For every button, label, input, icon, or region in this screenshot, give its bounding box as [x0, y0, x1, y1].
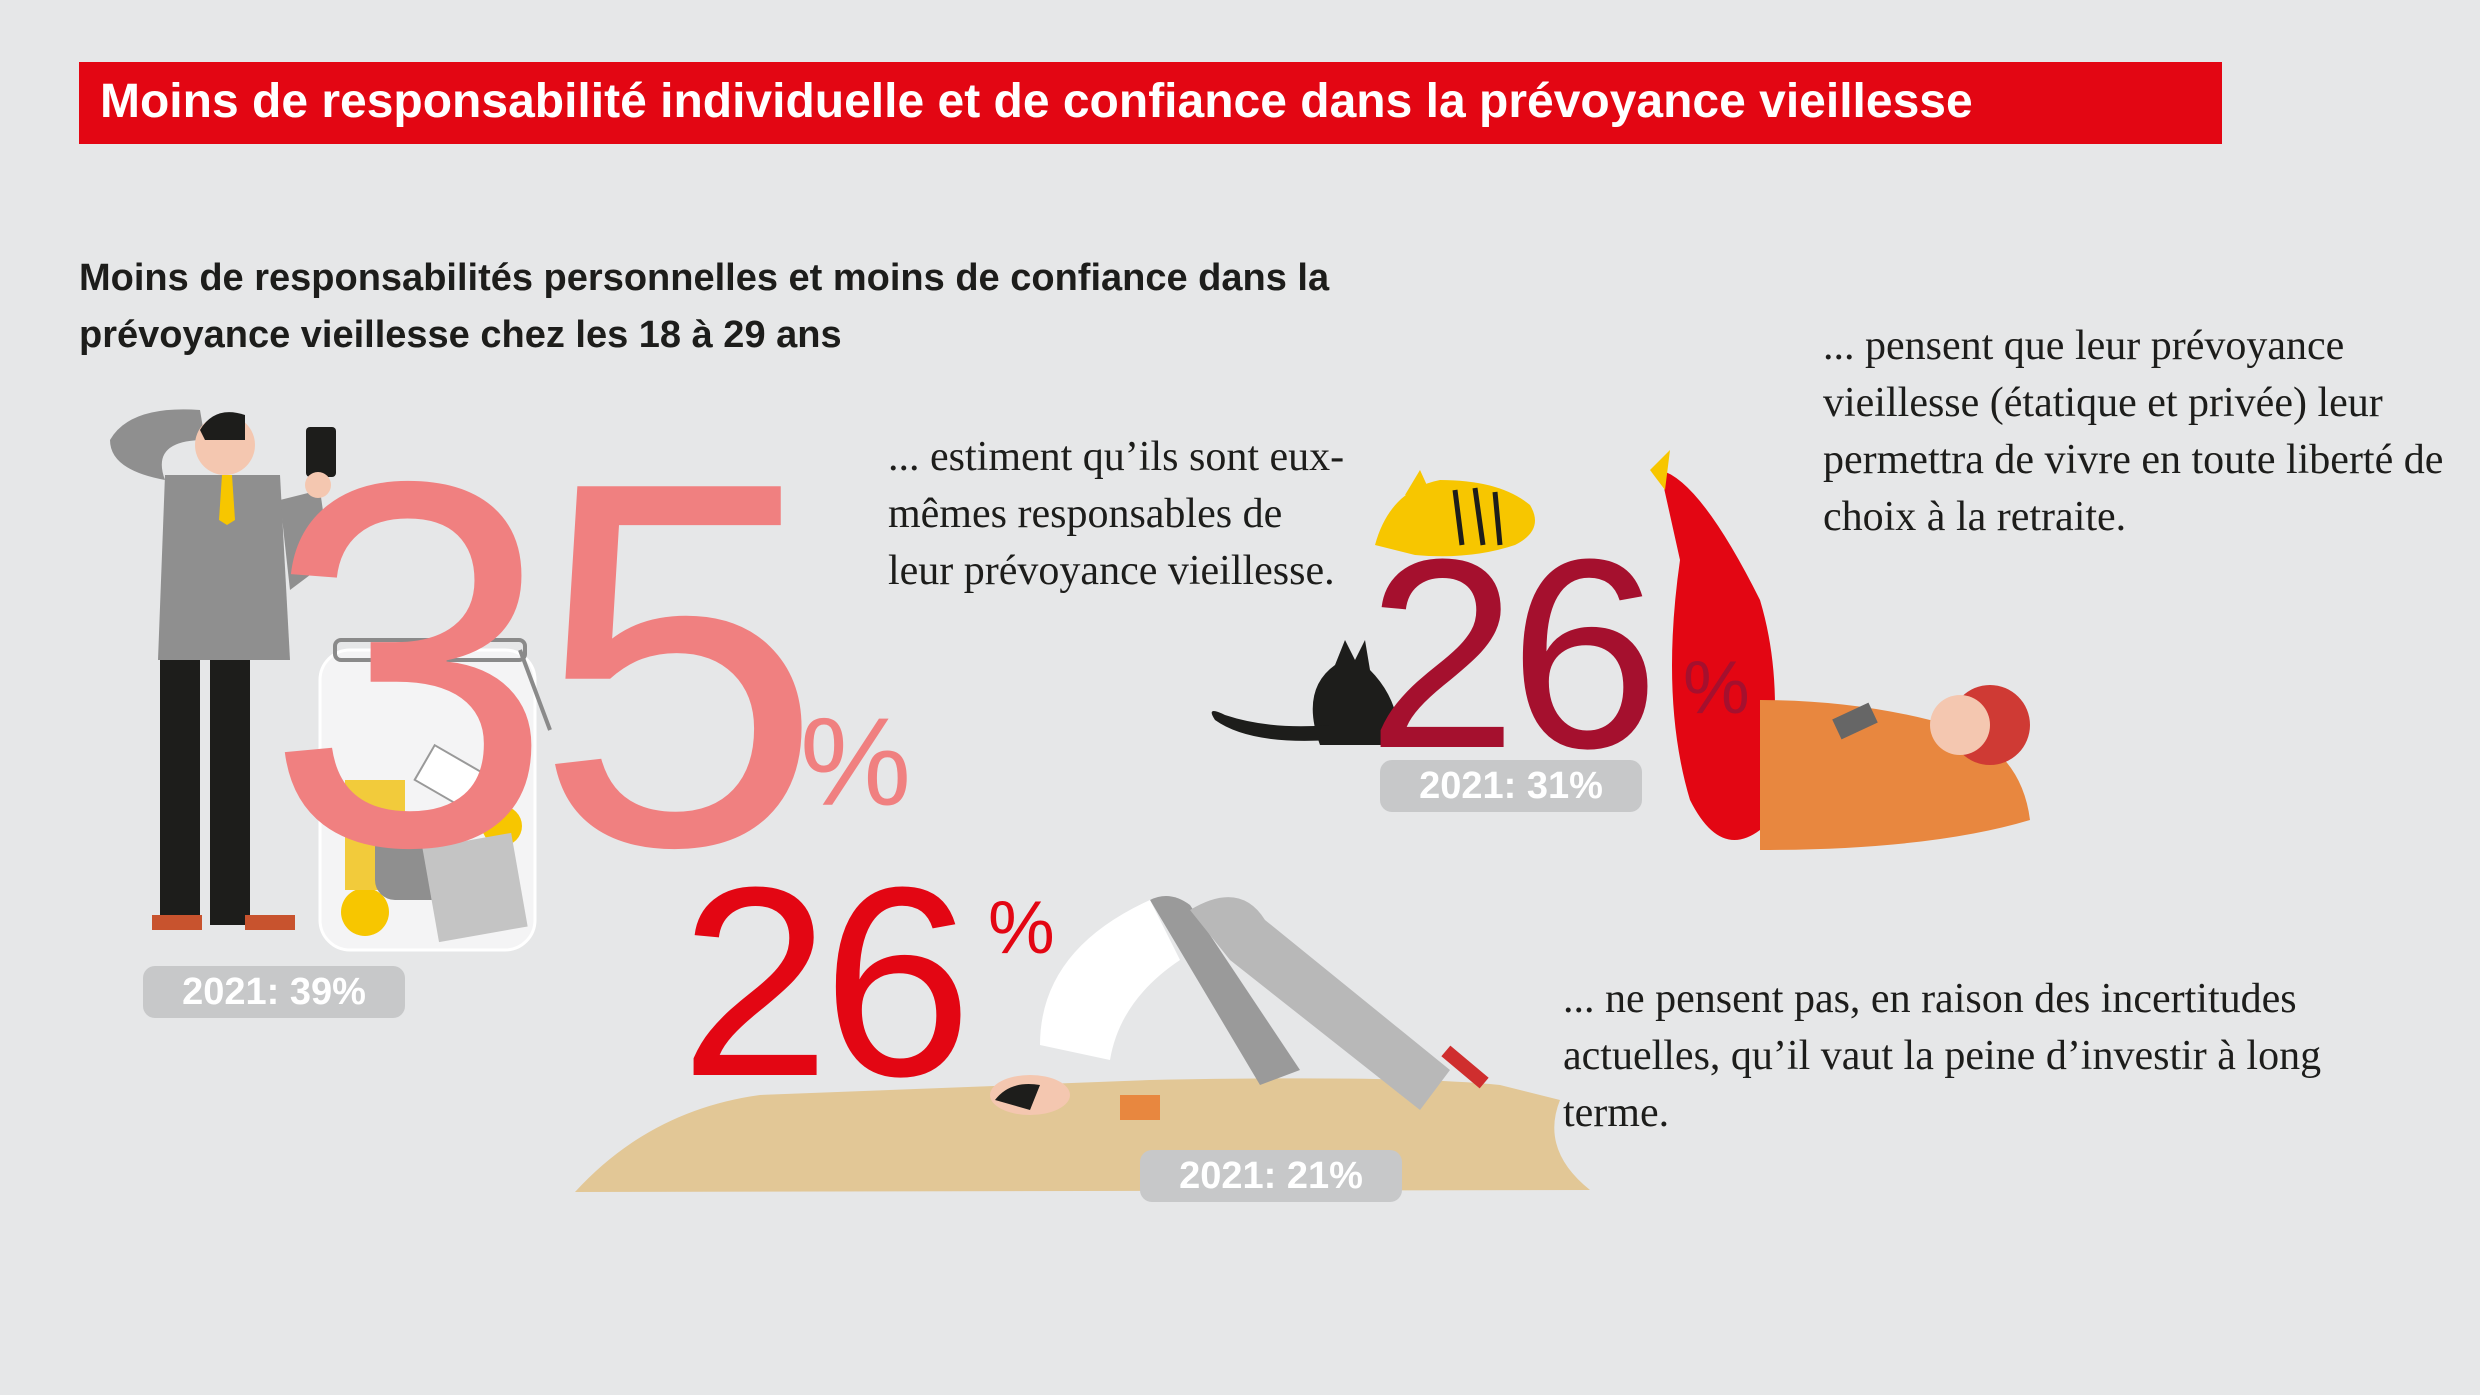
stat-3-number: 26	[680, 832, 972, 1133]
stat-1-comparison-badge: 2021: 39%	[143, 966, 405, 1018]
head-in-sand-person-icon	[990, 896, 1489, 1120]
savings-jar-icon	[318, 638, 552, 952]
stat-3-description: ... ne pensent pas, en raison des incert…	[1563, 976, 2322, 1136]
title-banner	[79, 62, 2222, 144]
stat-2-number: 26	[1367, 504, 1659, 805]
reclining-woman-icon	[1650, 450, 2030, 850]
cat-icon	[1211, 640, 1400, 745]
stat-1-number: 35	[265, 374, 823, 955]
page-title: Moins de responsabilité individuelle et …	[100, 75, 1973, 128]
stat-1-unit: %	[800, 693, 912, 832]
stat-1-description: ... estiment qu’ils sont eux-mêmes respo…	[888, 434, 1345, 594]
stat-2-unit: %	[1683, 645, 1750, 729]
tiger-icon	[1375, 470, 1535, 557]
man-with-calculator-icon	[110, 409, 336, 930]
stat-2-description: ... pensent que leur prévoyance vieilles…	[1823, 323, 2444, 540]
page-subtitle: Moins de responsabilités personnelles et…	[79, 257, 1330, 356]
stat-3-unit: %	[988, 885, 1055, 969]
stat-2-comparison-badge: 2021: 31%	[1380, 760, 1642, 812]
stat-3-comparison-badge: 2021: 21%	[1140, 1150, 1402, 1202]
